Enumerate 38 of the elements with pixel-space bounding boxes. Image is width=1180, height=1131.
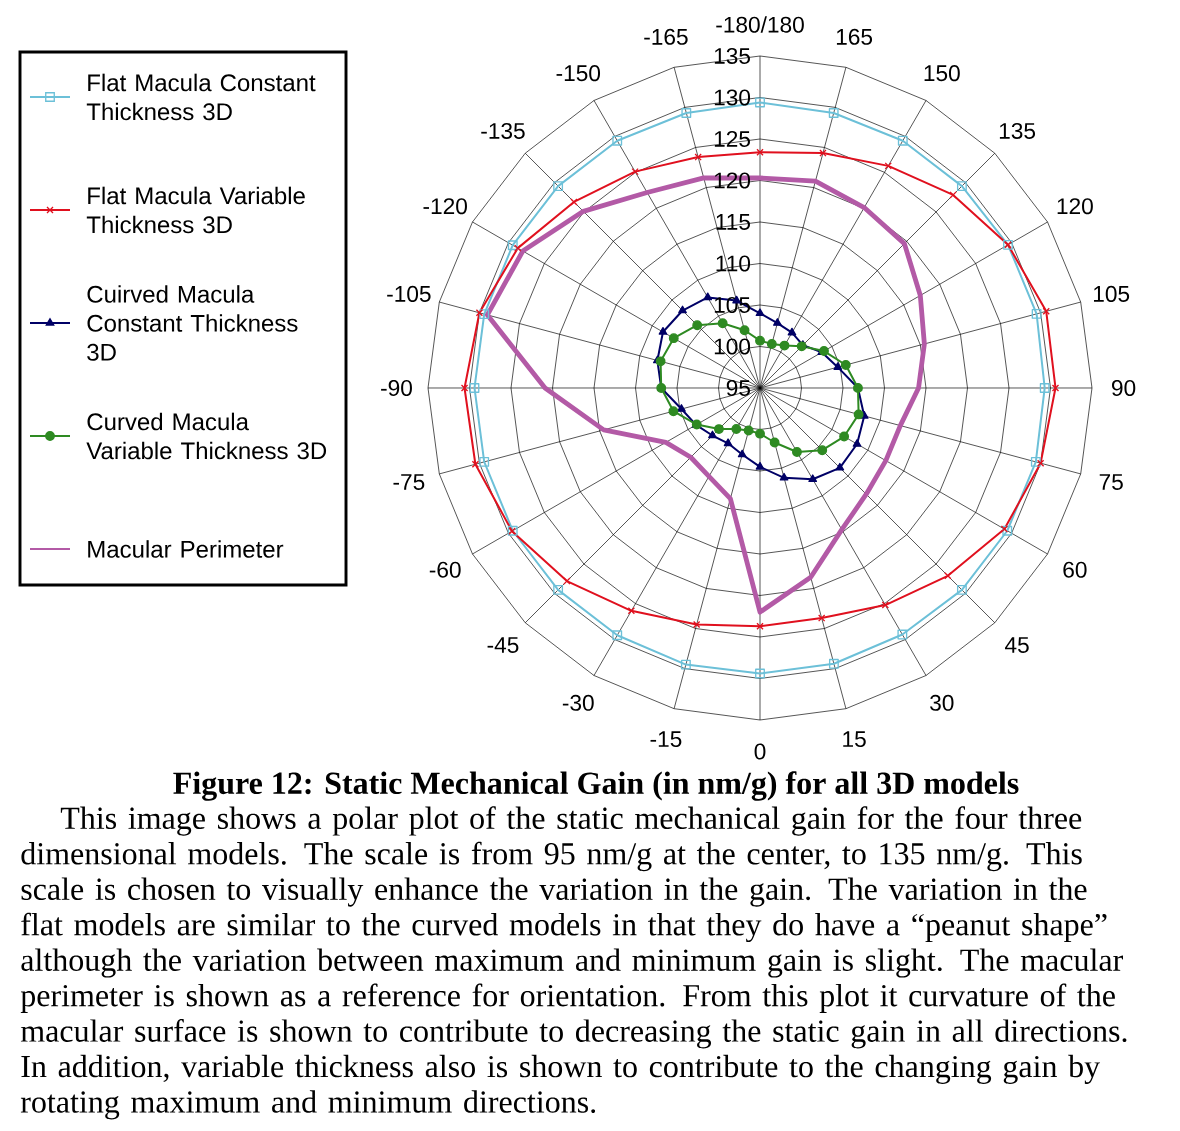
y-tick-label: 110 — [716, 255, 751, 272]
spoke-label: -90 — [381, 379, 412, 397]
spoke-label: -150 — [556, 65, 601, 82]
legend-label: Curved Macula Variable Thickness 3D — [86, 412, 327, 460]
spoke-label: -180/180 — [716, 16, 804, 33]
text: This image shows a polar plot of the static mechanical gain for the four three dimensional models. The scale is from 95 nm/g at the center, to 135 nm/g. This scale is chosen to visually enhance the variation in the gain. The variation in the flat models are similar to the curved models in that they do have a “peanut shape” although the variation between maximum and minimum gain is slight. The macular perimeter is shown as a reference for orientation. From this plot it curvature of the macular surface is shown to contribute to decreasing the static gain in all directions. In addition, variable thickness also is shown to contribute to the changing gain by rotating maximum and minimum directions. — [20, 806, 1127, 1120]
legend-label: Macular Perimeter — [88, 540, 284, 558]
spoke-label: 120 — [1057, 198, 1093, 215]
spoke-label: -120 — [423, 198, 467, 215]
spoke-label: 60 — [1063, 561, 1087, 578]
spoke-label: -135 — [481, 122, 525, 139]
spoke-label: -30 — [562, 694, 594, 711]
spoke-label: 45 — [1004, 637, 1029, 653]
spoke-label: 165 — [836, 28, 873, 45]
legend-label: Flat Macula Constant Thickness 3D — [86, 73, 316, 121]
y-tick-label: 115 — [716, 214, 750, 230]
spoke-label: 15 — [843, 731, 866, 748]
y-tick-label: 135 — [714, 47, 750, 65]
spoke-label: -60 — [429, 561, 461, 578]
spoke-label: 135 — [999, 122, 1036, 139]
y-tick-label: 125 — [714, 130, 750, 148]
spoke-label: 30 — [930, 694, 954, 711]
spoke-label: -45 — [487, 637, 519, 653]
spoke-label: -105 — [387, 285, 431, 302]
spoke-label: 0 — [754, 743, 766, 760]
spoke-label: -15 — [650, 731, 682, 748]
legend-label: Cuirved Macula Constant Thickness 3D — [87, 285, 298, 361]
legend-label: Flat Macula Variable Thickness 3D — [86, 186, 305, 234]
text: Figure 12: Static Mechanical Gain (in nm/g) for all 3D models — [173, 771, 1019, 801]
spoke-label: 105 — [1093, 285, 1130, 302]
y-tick-label: 130 — [714, 89, 751, 106]
spoke-label: -75 — [393, 474, 425, 490]
spoke-label: 75 — [1099, 474, 1123, 490]
spoke-label: -165 — [644, 28, 688, 45]
spoke-label: 90 — [1112, 379, 1136, 397]
spoke-label: 150 — [924, 65, 960, 82]
y-tick-label: 120 — [714, 172, 751, 189]
y-tick-label: 95 — [726, 379, 750, 397]
